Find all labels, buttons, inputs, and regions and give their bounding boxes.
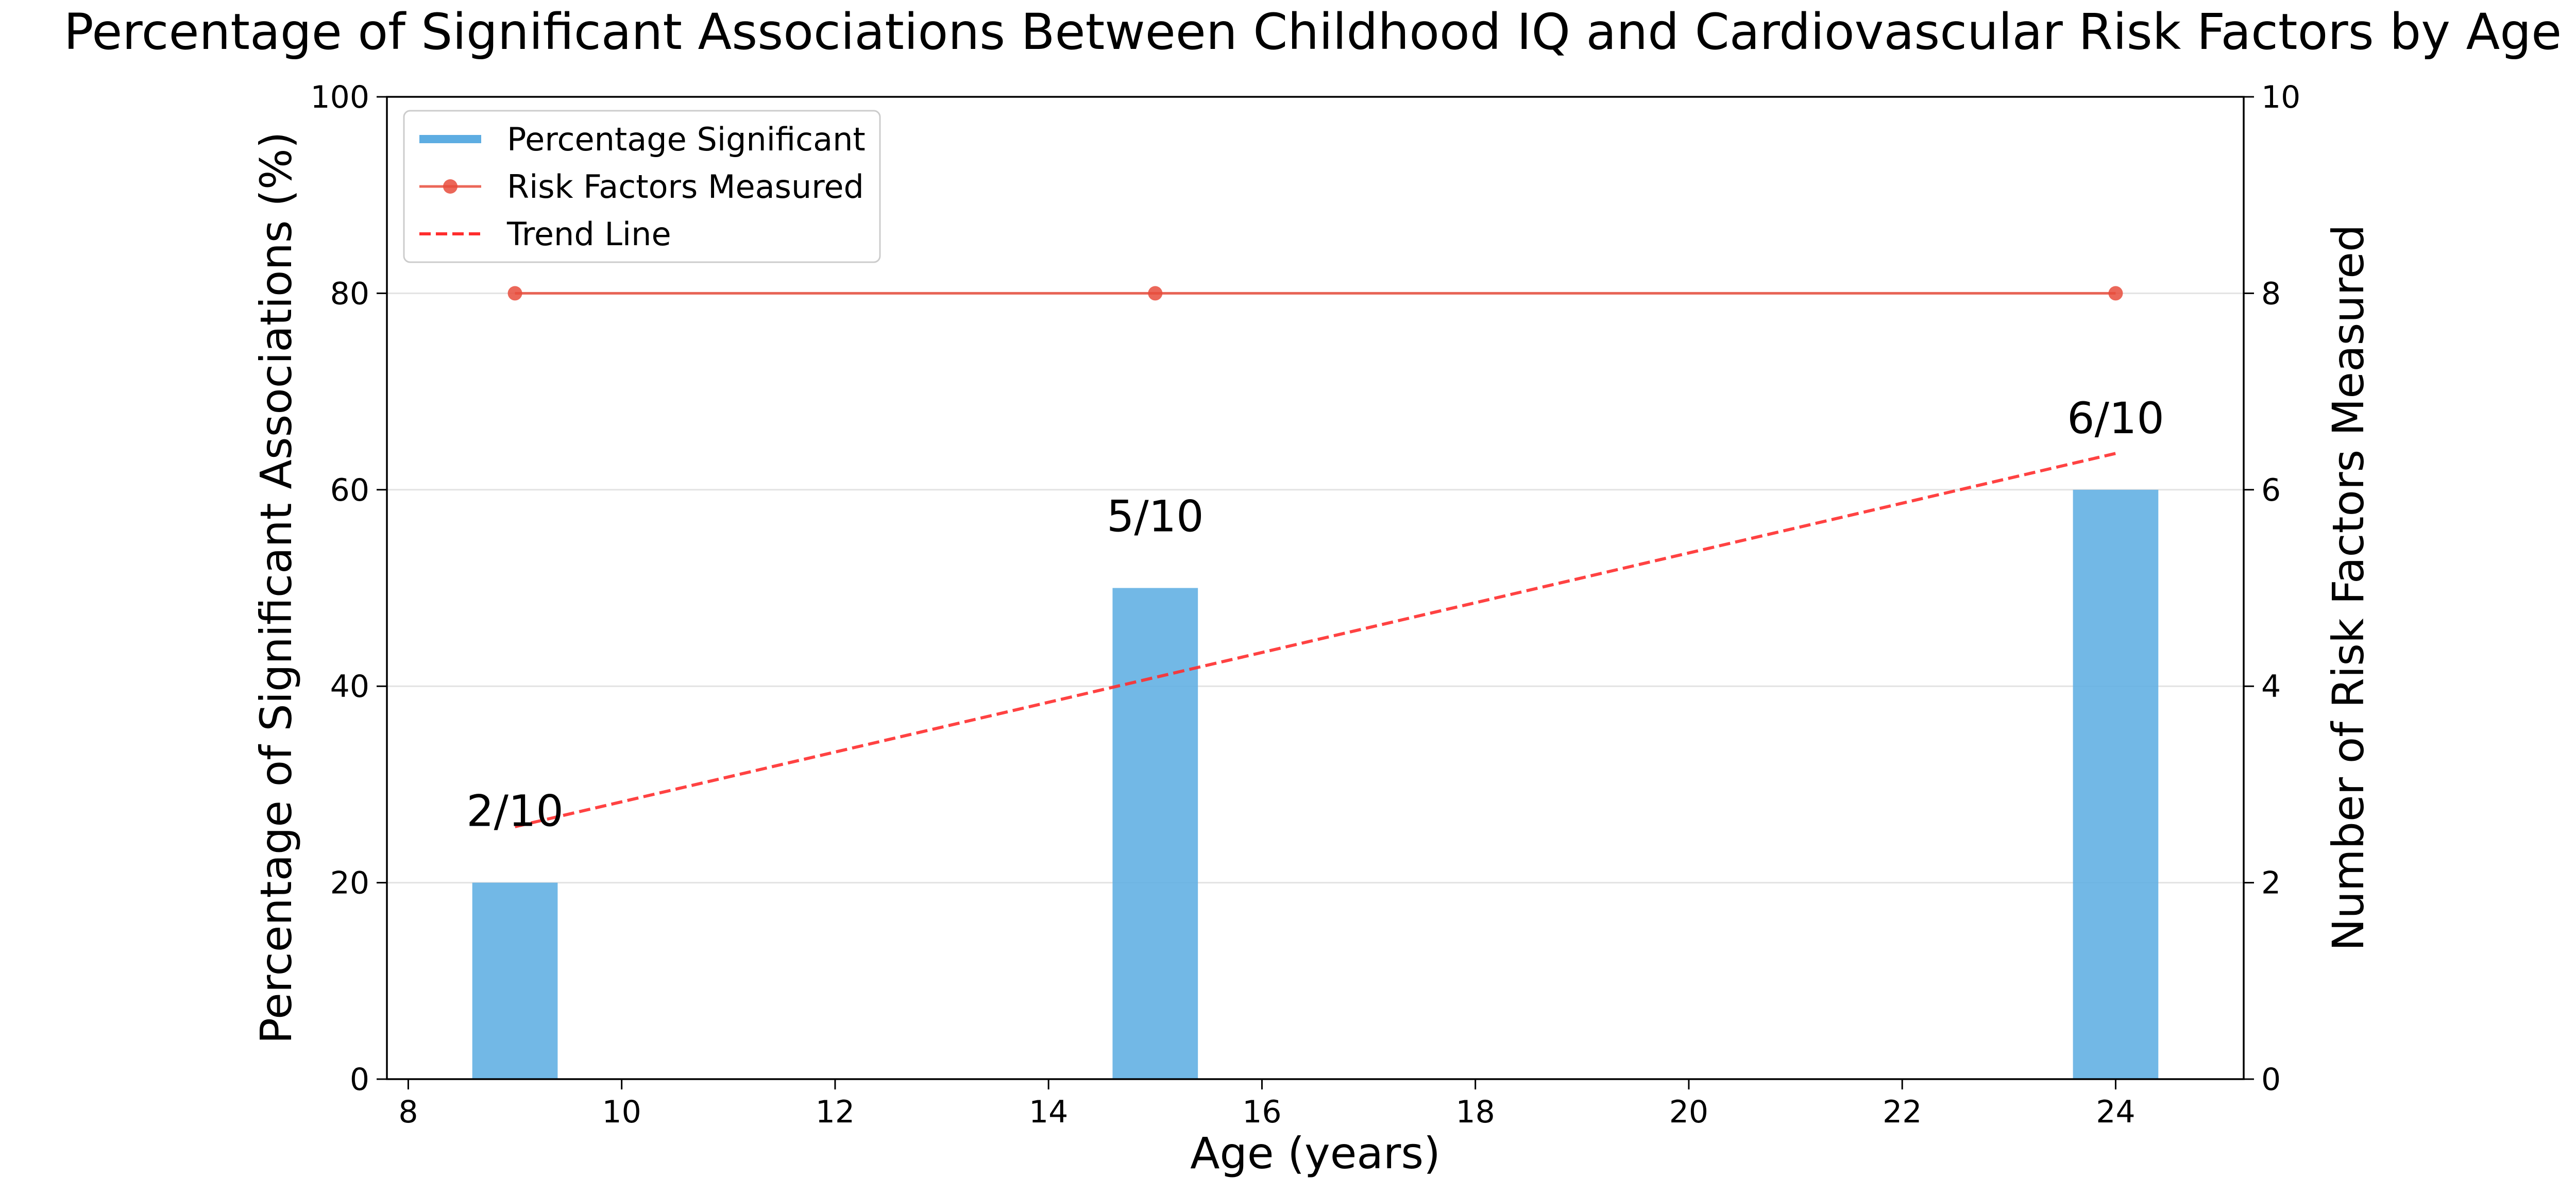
plot-frame	[386, 96, 2245, 1080]
bar-label-15: 5/10	[1107, 491, 1204, 542]
legend: Percentage Significant Risk Factors Measu…	[403, 110, 881, 263]
x-tick-label-10: 10	[602, 1094, 641, 1130]
bar-age-24	[2073, 489, 2159, 1079]
x-axis-label: Age (years)	[1190, 1128, 1440, 1179]
y2-tick-label-2: 2	[2261, 865, 2281, 901]
x-tick-label-8: 8	[398, 1094, 418, 1130]
y-tick-label-100: 100	[310, 79, 369, 115]
y-tick-label-20: 20	[330, 865, 369, 901]
trend-line	[514, 452, 2116, 828]
y2-tick-label-0: 0	[2261, 1062, 2281, 1098]
y2-tick-label-4: 4	[2261, 669, 2281, 705]
legend-label-1: Percentage Significant	[507, 121, 866, 158]
x-tick-label-22: 22	[1883, 1094, 1922, 1130]
y2-tick-label-10: 10	[2261, 79, 2300, 115]
bar-age-15	[1112, 588, 1198, 1079]
lines	[507, 286, 2123, 828]
x-tick-label-14: 14	[1029, 1094, 1068, 1130]
bar-age-9	[472, 882, 558, 1079]
bar-label-24: 6/10	[2067, 393, 2164, 444]
legend-swatch-risk-factors-marker	[443, 179, 457, 194]
x-tick-label-12: 12	[816, 1094, 855, 1130]
bars	[472, 489, 2159, 1079]
x-tick-label-24: 24	[2096, 1094, 2135, 1130]
y2-tick-label-6: 6	[2261, 472, 2281, 508]
chart-title: Percentage of Significant Associations B…	[64, 3, 2562, 61]
legend-box	[403, 110, 881, 263]
y-tick-label-60: 60	[330, 472, 369, 508]
risk-factors-point-15	[1148, 286, 1163, 301]
y2-axis-label: Number of Risk Factors Measured	[2323, 225, 2374, 951]
y-tick-label-80: 80	[330, 276, 369, 312]
y-tick-label-40: 40	[330, 669, 369, 705]
bar-label-9: 2/10	[466, 786, 564, 837]
y-axis-label: Percentage of Significant Associations (…	[251, 131, 301, 1044]
legend-label-2: Risk Factors Measured	[507, 168, 864, 206]
y2-tick-label-8: 8	[2261, 276, 2281, 312]
bar-labels: 2/10 5/10 6/10	[466, 393, 2164, 837]
risk-factors-point-9	[507, 286, 522, 301]
risk-factors-point-24	[2108, 286, 2123, 301]
x-tick-label-20: 20	[1669, 1094, 1708, 1130]
x-tick-label-16: 16	[1242, 1094, 1281, 1130]
legend-label-3: Trend Line	[506, 215, 671, 253]
y-tick-label-0: 0	[350, 1062, 369, 1098]
x-tick-label-18: 18	[1456, 1094, 1495, 1130]
